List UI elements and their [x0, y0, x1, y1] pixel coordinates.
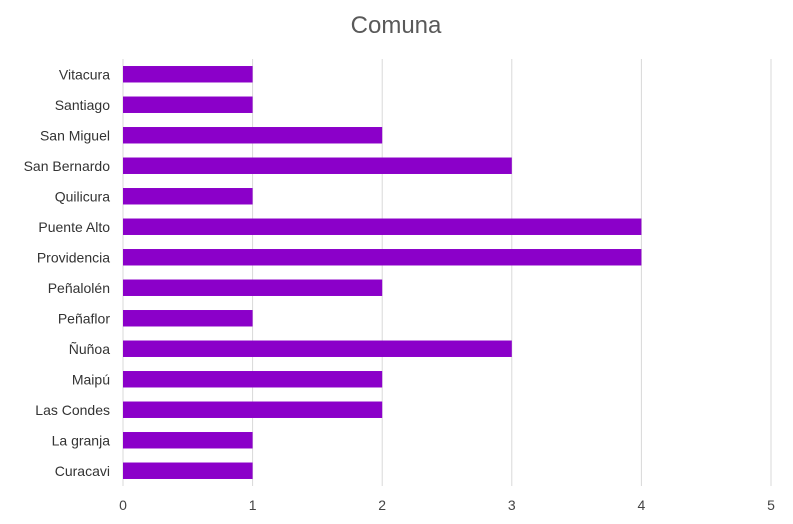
bar [123, 310, 253, 327]
bar [123, 249, 642, 266]
bars [123, 66, 642, 479]
category-label: Ñuñoa [69, 341, 110, 357]
category-label: Vitacura [59, 66, 110, 82]
category-label: San Bernardo [24, 158, 111, 174]
x-tick-label: 2 [378, 497, 386, 513]
x-tick-label: 3 [508, 497, 516, 513]
category-labels: Vitacura Santiago San Miguel San Bernardo Qu… [24, 66, 111, 479]
bar [123, 340, 512, 357]
bar [123, 218, 642, 235]
chart-title: Comuna [351, 12, 442, 39]
bar [123, 279, 383, 296]
x-tick-label: 5 [767, 497, 775, 513]
x-tick-label: 4 [638, 497, 646, 513]
bar [123, 401, 383, 418]
bar [123, 188, 253, 205]
bar [123, 127, 383, 144]
x-tick-labels: 0 1 2 3 4 5 [119, 497, 775, 513]
category-label: Providencia [37, 249, 110, 265]
gridlines [122, 59, 772, 486]
bar [123, 157, 512, 174]
x-tick-label: 0 [119, 497, 127, 513]
bar [123, 371, 383, 388]
category-label: Peñalolén [48, 280, 110, 296]
bar [123, 96, 253, 113]
category-label: Maipú [72, 371, 110, 387]
category-label: Curacavi [55, 463, 110, 479]
category-label: San Miguel [40, 127, 110, 143]
category-label: Las Condes [35, 402, 110, 418]
category-label: Puente Alto [38, 219, 110, 235]
x-tick-label: 1 [249, 497, 257, 513]
bar [123, 432, 253, 449]
category-label: Peñaflor [58, 310, 110, 326]
category-label: Santiago [55, 97, 110, 113]
category-label: Quilicura [55, 188, 110, 204]
category-label: La granja [52, 432, 111, 448]
bar [123, 66, 253, 83]
bar [123, 462, 253, 479]
